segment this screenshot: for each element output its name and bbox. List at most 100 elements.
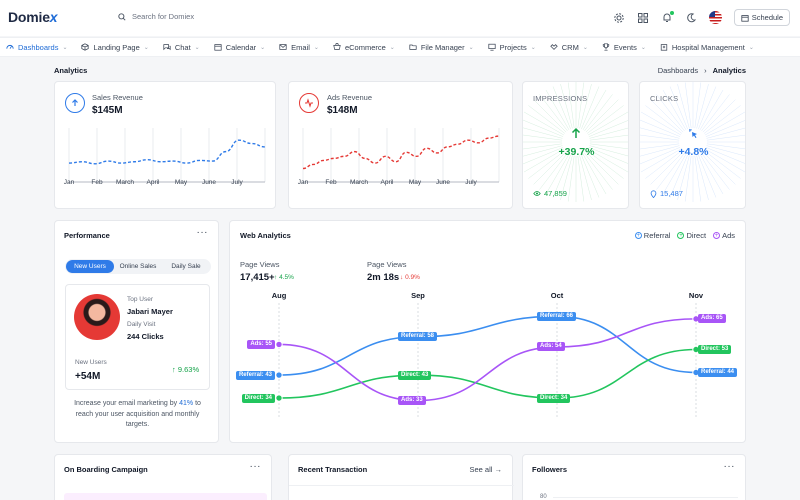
data-point[interactable] (275, 340, 283, 349)
new-users-delta: ↑ 9.63% (172, 365, 200, 374)
clicks-percent: +4.8% (678, 146, 709, 158)
sales-revenue-value: $145M (92, 105, 123, 116)
burst-ray (588, 120, 628, 137)
revenue-line (302, 135, 500, 170)
burst-ray (645, 105, 683, 134)
burst-ray (694, 82, 702, 129)
burst-ray (640, 145, 680, 157)
burst-ray (587, 148, 628, 173)
chevron-down-icon: ⌄ (640, 44, 646, 51)
flag-icon[interactable] (708, 11, 722, 24)
data-label: Referral: 44 (698, 367, 738, 377)
nav-item-chat[interactable]: Chat ⌄ (163, 43, 200, 52)
arrow-up-icon (571, 127, 581, 138)
data-point[interactable] (275, 371, 283, 379)
month-tick-label: Jan (297, 179, 309, 186)
more-options-icon[interactable]: ··· (723, 461, 735, 472)
grid-icon[interactable] (637, 12, 649, 24)
burst-ray (703, 105, 741, 134)
burst-ray (677, 155, 690, 201)
chevron-down-icon: ⌄ (143, 44, 149, 51)
nav-item-ecommerce[interactable]: eCommerce ⌄ (333, 43, 395, 52)
legend-ads[interactable]: + Ads (713, 231, 735, 240)
schedule-button[interactable]: Schedule (733, 9, 790, 26)
breadcrumb-dashboards[interactable]: Dashboards (657, 66, 699, 75)
tab-daily-sale[interactable]: Daily Sale (171, 263, 201, 270)
settings-icon[interactable] (613, 12, 625, 24)
chevron-down-icon: ⌄ (389, 44, 395, 51)
see-all-link[interactable]: See all → (469, 465, 502, 474)
nav-item-crm[interactable]: CRM ⌄ (550, 43, 588, 52)
nav-item-file-manager[interactable]: File Manager ⌄ (409, 43, 474, 52)
ads-revenue-value: $148M (327, 105, 358, 116)
daily-visit-value: 244 Clicks (127, 332, 164, 341)
burst-ray (584, 152, 613, 190)
nav-item-calendar[interactable]: Calendar ⌄ (214, 43, 265, 52)
burst-ray (640, 119, 681, 137)
sales-revenue-label: Sales Revenue (92, 93, 143, 102)
data-point[interactable] (275, 394, 283, 402)
legend-referral[interactable]: + Referral (634, 231, 671, 240)
followers-title: Followers (532, 465, 568, 474)
top-user-label: Top User (127, 296, 154, 303)
logo[interactable]: Domiex (8, 9, 58, 25)
chevron-down-icon: ⌄ (582, 44, 588, 51)
recent-transaction-card: Recent Transaction See all → (288, 454, 514, 500)
chat-icon (163, 44, 171, 51)
burst-ray (528, 105, 566, 134)
divider (289, 485, 514, 486)
more-options-icon[interactable]: ··· (249, 461, 261, 472)
nav-item-dashboards[interactable]: Dashboards ⌄ (6, 43, 67, 52)
tab-online-sales[interactable]: Online Sales (119, 263, 157, 270)
arrow-up-circle-icon (65, 93, 85, 113)
burst-ray (523, 127, 563, 139)
impressions-footer: 47,859 (533, 189, 567, 198)
month-tick-label: Jan (63, 179, 75, 186)
burst-ray (699, 89, 724, 131)
cursor-click-icon (688, 128, 697, 138)
burst-ray (523, 134, 563, 141)
more-options-icon[interactable]: ··· (196, 227, 208, 238)
burst-ray (523, 145, 563, 157)
clicks-label: CLICKS (650, 94, 679, 103)
search-input[interactable]: Search for Domiex (132, 12, 195, 21)
search-box[interactable]: Search for Domiex (118, 12, 194, 21)
nav-item-projects[interactable]: Projects ⌄ (488, 43, 536, 52)
mail-icon (279, 44, 287, 50)
box-icon (81, 43, 90, 51)
data-label: Ads: 55 (247, 339, 275, 349)
page-title: Analytics (54, 66, 88, 75)
data-label: Direct: 34 (537, 393, 571, 403)
burst-ray (684, 155, 692, 202)
x-tick-label: Sep (411, 291, 425, 300)
performance-card: Performance ··· New Users Online Sales D… (54, 220, 219, 443)
burst-ray (581, 86, 600, 130)
burst-ray (640, 134, 680, 141)
session-time-delta: ↓ 0.9% (400, 274, 420, 281)
tab-new-users[interactable]: New Users (66, 260, 114, 273)
clicks-footer: 15,487 (650, 189, 683, 198)
nav-item-email[interactable]: Email ⌄ (279, 43, 319, 52)
nav-item-events[interactable]: Events ⌄ (602, 43, 646, 52)
burst-ray (650, 151, 684, 185)
notification-icon[interactable] (661, 10, 674, 24)
x-tick-label: Nov (688, 291, 704, 300)
burst-ray (523, 143, 563, 150)
impressions-card: IMPRESSIONS +39.7% 47,859 (522, 81, 629, 209)
nav-item-hospital-management[interactable]: Hospital Management ⌄ (660, 43, 754, 52)
top-bar: Domiex Search for Domiex Schedule (0, 0, 800, 36)
month-tick-label: April (146, 179, 160, 186)
burst-ray (650, 99, 684, 133)
burst-ray (581, 154, 600, 198)
nav-item-landing-page[interactable]: Landing Page ⌄ (81, 43, 149, 52)
legend-direct[interactable]: + Direct (677, 231, 707, 240)
new-users-value: +54M (75, 371, 101, 382)
sales-revenue-card: Sales Revenue $145M Jan Feb March April May J… (54, 81, 276, 209)
clicks-card: CLICKS +4.8% 15,487 (639, 81, 746, 209)
month-tick-label: June (201, 179, 217, 186)
new-users-label: New Users (75, 359, 107, 366)
burst-ray (533, 151, 567, 185)
moon-icon[interactable] (685, 12, 697, 24)
burst-ray (699, 153, 724, 195)
burst-ray (698, 154, 717, 198)
